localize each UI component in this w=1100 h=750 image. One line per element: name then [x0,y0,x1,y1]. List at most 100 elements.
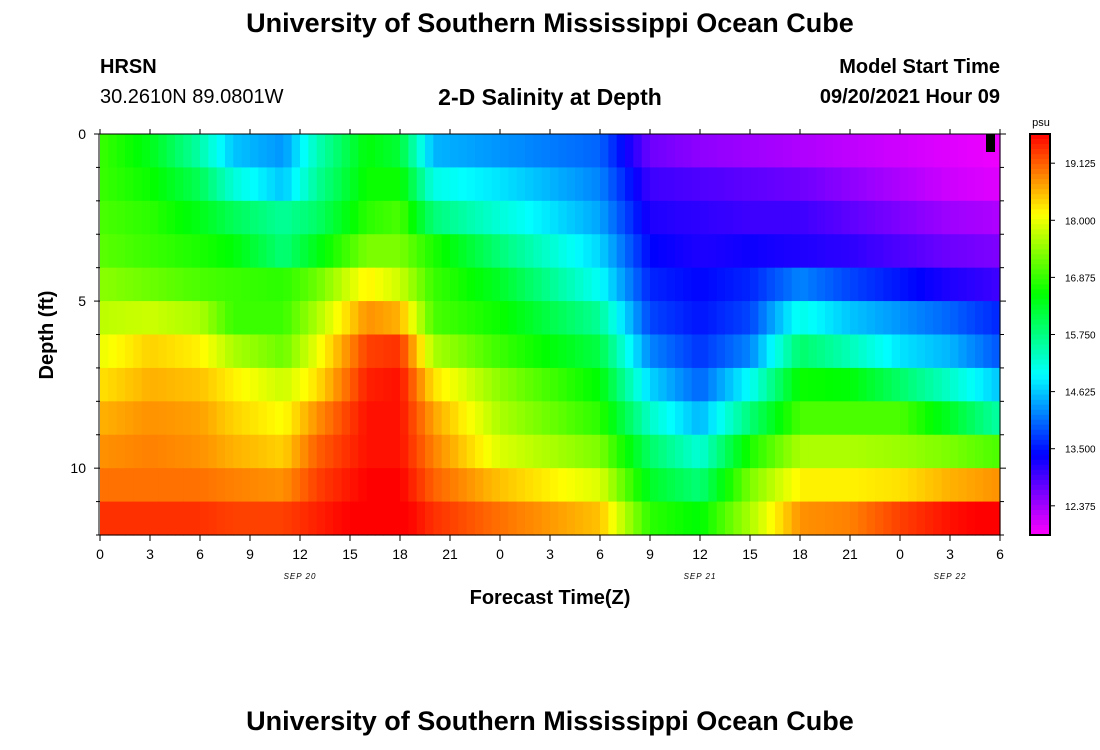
heatmap-cell [241,334,251,369]
heatmap-cell [491,200,501,235]
heatmap-cell [933,234,943,269]
heatmap-cell [350,434,359,469]
heatmap-cell [408,434,418,469]
heatmap-cell [141,134,151,169]
heatmap-cell [633,267,643,302]
heatmap-cell [808,468,818,503]
colorbar-segment [1030,169,1050,175]
heatmap-cell [858,367,868,402]
heatmap-cell [741,434,751,469]
heatmap-cell [725,501,734,536]
heatmap-cell [208,334,218,369]
heatmap-cell [658,434,668,469]
heatmap-cell [808,167,818,202]
heatmap-cell [808,267,818,302]
heatmap-cell [741,234,751,269]
heatmap-cell [800,434,809,469]
heatmap-cell [666,200,676,235]
heatmap-cell [925,434,934,469]
heatmap-cell [900,434,909,469]
heatmap-cell [333,401,343,436]
heatmap-cell [158,267,168,302]
colorbar-segment [1030,514,1050,521]
heatmap-cell [841,367,851,402]
colorbar-segment [1030,464,1050,471]
heatmap-cell [891,200,901,235]
heatmap-cell [683,434,693,469]
heatmap-cell [733,301,743,336]
heatmap-cell [391,301,401,336]
heatmap-cell [225,501,234,536]
heatmap-cell [141,234,151,269]
heatmap-cell [241,200,251,235]
y-tick-label: 10 [70,460,86,476]
heatmap-cell [191,167,201,202]
heatmap-cell [650,200,659,235]
heatmap-cell [541,267,551,302]
heatmap-cell [716,367,726,402]
heatmap-cell [775,401,784,436]
colorbar-segment [1030,459,1050,466]
heatmap-cell [266,267,276,302]
heatmap-cell [683,468,693,503]
heatmap-cell [641,200,651,235]
heatmap-cell [575,434,584,469]
heatmap-cell [291,501,301,536]
heatmap-cell [108,434,118,469]
heatmap-cell [391,401,401,436]
heatmap-cell [400,401,409,436]
colorbar-segment [1030,379,1050,386]
heatmap-cell [600,501,609,536]
heatmap-cell [466,367,476,402]
heatmap-cell [350,134,359,169]
heatmap-cell [491,468,501,503]
heatmap-cell [525,234,534,269]
heatmap-cell [391,200,401,235]
heatmap-cell [458,334,468,369]
heatmap-cell [866,367,876,402]
heatmap-cell [766,501,776,536]
heatmap-cell [150,234,159,269]
heatmap-cell [775,200,784,235]
heatmap-cell [491,501,501,536]
heatmap-cell [716,267,726,302]
heatmap-cell [550,334,559,369]
heatmap-cell [383,434,393,469]
heatmap-cell [633,134,643,169]
heatmap-cell [750,301,759,336]
heatmap-cell [308,434,318,469]
x-tick-label: 6 [196,546,204,562]
heatmap-cell [300,167,309,202]
heatmap-cell [191,267,201,302]
heatmap-cell [941,334,951,369]
heatmap-cell [200,234,209,269]
heatmap-cell [908,501,918,536]
heatmap-cell [766,434,776,469]
heatmap-cell [316,267,326,302]
heatmap-cell [400,334,409,369]
heatmap-cell [733,501,743,536]
heatmap-cell [450,301,459,336]
colorbar-segment [1030,224,1050,230]
heatmap-cell [983,401,993,436]
heatmap-cell [458,468,468,503]
heatmap-cell [650,134,659,169]
heatmap-cell [316,200,326,235]
heatmap-cell [208,301,218,336]
heatmap-cell [816,200,826,235]
heatmap-cell [316,468,326,503]
heatmap-cell [833,434,843,469]
heatmap-cell [433,434,443,469]
heatmap-cell [716,434,726,469]
heatmap-cell [366,167,376,202]
heatmap-cell [175,401,184,436]
heatmap-cell [775,167,784,202]
heatmap-cell [200,267,209,302]
heatmap-cell [558,301,568,336]
heatmap-cell [141,468,151,503]
heatmap-cell [266,200,276,235]
heatmap-cell [508,134,518,169]
colorbar-segment [1030,519,1050,526]
heatmap-cell [183,167,193,202]
heatmap-cell [341,134,351,169]
